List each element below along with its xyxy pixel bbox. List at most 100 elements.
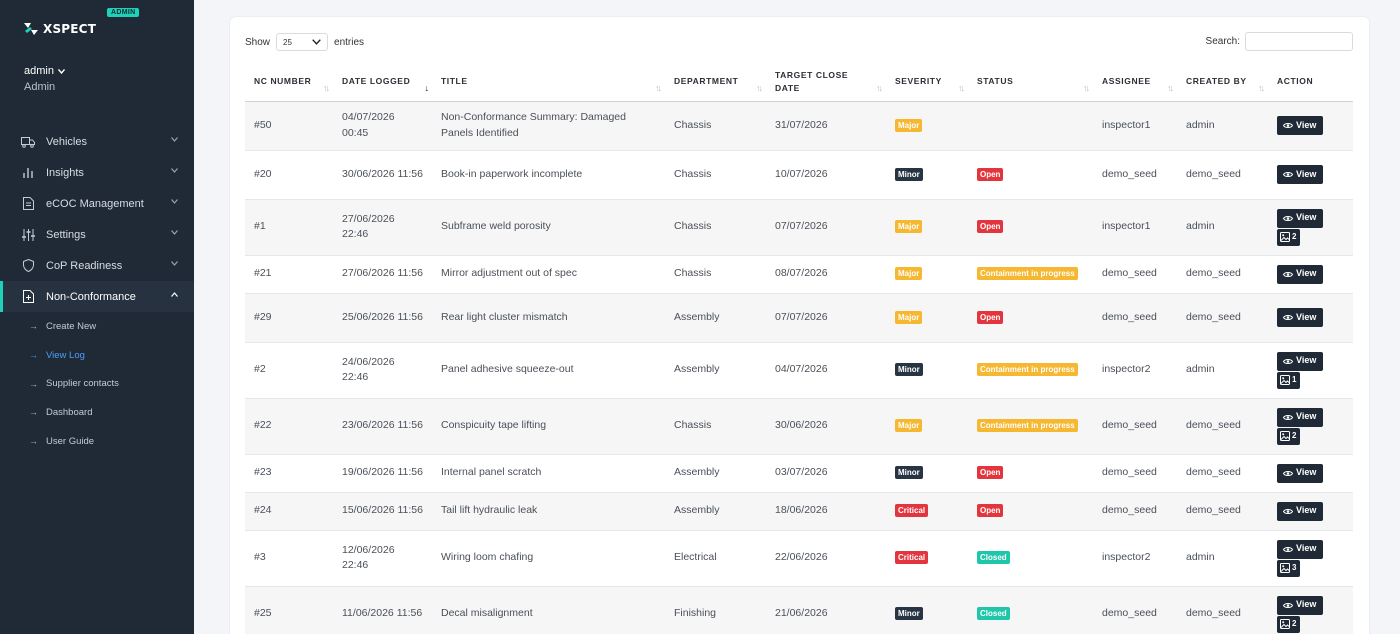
cell-date-logged: 11/06/2026 11:56	[333, 586, 432, 634]
cell-status: Closed	[968, 530, 1093, 587]
row-actions: View	[1277, 501, 1344, 521]
cell-nc-number: #25	[245, 586, 333, 634]
cell-action: View 2	[1268, 398, 1353, 455]
subnav-item-dashboard[interactable]: → Dashboard	[0, 398, 194, 427]
cell-target-close-date: 03/07/2026	[766, 454, 886, 493]
col-header-target-close-date[interactable]: TARGET CLOSE DATE ↑↓	[766, 63, 886, 102]
cell-status: Containment in progress	[968, 398, 1093, 455]
arrow-right-icon: →	[29, 350, 38, 361]
cell-status: Closed	[968, 586, 1093, 634]
table-header-row: NC NUMBER ↑↓ DATE LOGGED ↓ TITLE ↑↓ DEPARTM…	[245, 63, 1353, 102]
view-button[interactable]: View	[1277, 463, 1324, 483]
cell-severity: Minor	[886, 454, 968, 493]
view-button[interactable]: View	[1277, 351, 1324, 371]
arrow-right-icon: →	[29, 436, 38, 447]
cell-created-by: demo_seed	[1177, 255, 1268, 294]
row-actions: View	[1277, 165, 1344, 184]
eye-icon	[1283, 271, 1293, 277]
page-size-select[interactable]: 25	[276, 33, 329, 51]
col-label: DATE LOGGED	[342, 76, 411, 87]
search-input[interactable]	[1245, 32, 1353, 51]
nav-item-ecoc-management[interactable]: eCOC Management	[0, 188, 194, 219]
cell-action: View 1	[1268, 342, 1353, 399]
view-label: View	[1296, 168, 1317, 179]
nav-item-insights[interactable]: Insights	[0, 157, 194, 188]
sliders-icon	[21, 228, 35, 242]
col-header-created-by[interactable]: CREATED BY ↑↓	[1177, 63, 1268, 102]
image-count: 3	[1292, 563, 1297, 573]
cell-department: Chassis	[665, 398, 766, 455]
cell-severity: Major	[886, 293, 968, 343]
row-actions: View	[1277, 463, 1344, 483]
cell-date-logged: 19/06/2026 11:56	[333, 454, 432, 493]
sort-icon: ↑↓	[323, 82, 330, 93]
cell-created-by: admin	[1177, 342, 1268, 399]
user-block: admin Admin	[24, 65, 65, 93]
col-label: TITLE	[441, 76, 468, 87]
eye-icon	[1283, 314, 1293, 321]
cell-status: Open	[968, 199, 1093, 256]
view-button[interactable]: View	[1277, 407, 1324, 427]
bar-chart-icon	[21, 166, 35, 180]
cell-created-by: demo_seed	[1177, 586, 1268, 634]
search-control: Search:	[1206, 32, 1353, 51]
subnav-item-create-new[interactable]: → Create New	[0, 312, 194, 341]
col-header-nc-number[interactable]: NC NUMBER ↑↓	[245, 63, 333, 102]
cell-title: Decal misalignment	[432, 586, 665, 634]
file-plus-icon	[21, 290, 35, 304]
image-icon	[1280, 619, 1290, 629]
cell-target-close-date: 10/07/2026	[766, 150, 886, 200]
subnav-item-supplier-contacts[interactable]: → Supplier contacts	[0, 369, 194, 398]
cell-department: Chassis	[665, 101, 766, 151]
images-button[interactable]: 2	[1277, 228, 1301, 246]
table-body: #50 04/07/2026 00:45 Non-Conformance Summa…	[245, 101, 1353, 634]
view-button[interactable]: View	[1277, 501, 1324, 521]
user-menu-toggle[interactable]: admin	[24, 65, 65, 77]
brand-logo[interactable]: XSPECT	[22, 20, 96, 38]
col-header-date-logged[interactable]: DATE LOGGED ↓	[333, 63, 432, 102]
cell-date-logged: 27/06/2026 22:46	[333, 199, 432, 256]
chevron-down-icon	[171, 137, 178, 142]
view-button[interactable]: View	[1277, 595, 1324, 615]
view-button[interactable]: View	[1277, 264, 1324, 284]
col-header-action: ACTION	[1268, 63, 1353, 102]
sort-icon: ↑↓	[1258, 82, 1265, 93]
view-button[interactable]: View	[1277, 165, 1324, 184]
view-label: View	[1296, 268, 1317, 279]
subnav-item-user-guide[interactable]: → User Guide	[0, 427, 194, 456]
view-button[interactable]: View	[1277, 116, 1324, 135]
nav-item-settings[interactable]: Settings	[0, 219, 194, 250]
main-nav: Vehicles Insights eCOC Management Settin…	[0, 126, 194, 455]
nav-item-non-conformance[interactable]: Non-Conformance	[0, 281, 194, 312]
nav-item-cop-readiness[interactable]: CoP Readiness	[0, 250, 194, 281]
cell-target-close-date: 07/07/2026	[766, 199, 886, 256]
col-header-severity[interactable]: SEVERITY ↑↓	[886, 63, 968, 102]
col-header-status[interactable]: STATUS ↑↓	[968, 63, 1093, 102]
nav-item-vehicles[interactable]: Vehicles	[0, 126, 194, 157]
cell-created-by: demo_seed	[1177, 150, 1268, 200]
user-name: admin	[24, 65, 54, 77]
cell-severity: Major	[886, 101, 968, 151]
subnav-item-view-log[interactable]: → View Log	[0, 341, 194, 370]
cell-target-close-date: 22/06/2026	[766, 530, 886, 587]
col-header-title[interactable]: TITLE ↑↓	[432, 63, 665, 102]
images-button[interactable]: 3	[1277, 559, 1301, 577]
view-button[interactable]: View	[1277, 208, 1324, 228]
images-button[interactable]: 2	[1277, 427, 1301, 445]
cell-status: Open	[968, 492, 1093, 531]
cell-status: Containment in progress	[968, 342, 1093, 399]
col-header-assignee[interactable]: ASSIGNEE ↑↓	[1093, 63, 1177, 102]
cell-date-logged: 24/06/2026 22:46	[333, 342, 432, 399]
cell-severity: Major	[886, 255, 968, 294]
images-button[interactable]: 2	[1277, 615, 1301, 633]
subnav-label: Dashboard	[46, 406, 93, 418]
view-label: View	[1296, 599, 1317, 610]
cell-date-logged: 27/06/2026 11:56	[333, 255, 432, 294]
eye-icon	[1283, 215, 1293, 221]
images-button[interactable]: 1	[1277, 371, 1301, 389]
col-header-department[interactable]: DEPARTMENT ↑↓	[665, 63, 766, 102]
view-button[interactable]: View	[1277, 539, 1324, 559]
cell-date-logged: 04/07/2026 00:45	[333, 101, 432, 151]
cell-nc-number: #2	[245, 342, 333, 399]
view-button[interactable]: View	[1277, 308, 1324, 327]
